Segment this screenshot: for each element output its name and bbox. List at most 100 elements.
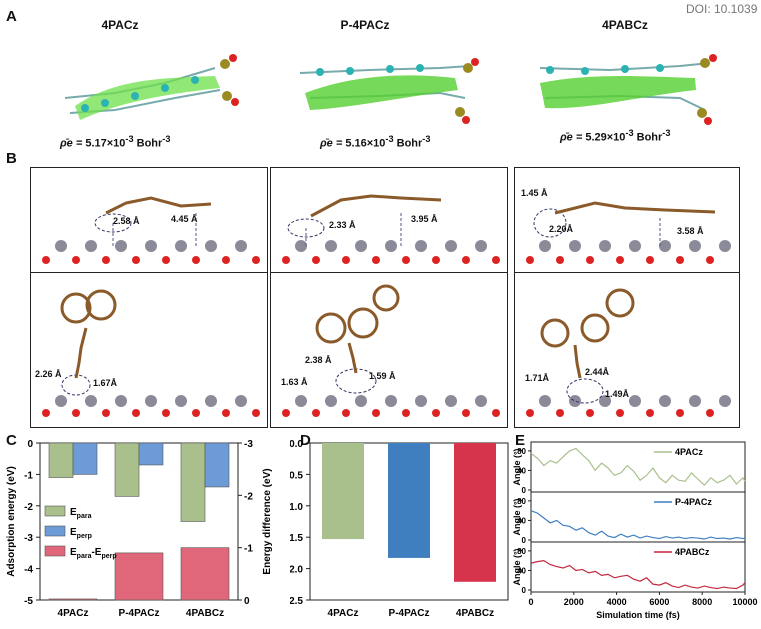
y-tick-label: -4 bbox=[24, 565, 33, 576]
bar-e-perp bbox=[204, 442, 230, 488]
surface-slab-6 bbox=[526, 288, 731, 417]
x-tick-label: 10000 bbox=[732, 597, 757, 607]
legend-swatch bbox=[44, 525, 66, 537]
x-tick-label: P-4PACz bbox=[119, 608, 160, 619]
y-tick-label: -0.5 bbox=[290, 470, 303, 481]
y-right-tick-label: -2 bbox=[244, 491, 253, 502]
y-tick-label: 0 bbox=[522, 536, 527, 545]
y-tick-label: 40 bbox=[517, 466, 526, 475]
plot-frame bbox=[530, 441, 746, 493]
bar bbox=[454, 443, 496, 582]
distance-label: 2.58 Å bbox=[113, 216, 140, 226]
molecule-structure-1 bbox=[64, 54, 239, 120]
surface-slab-5 bbox=[282, 284, 500, 417]
molecule-structure-3 bbox=[539, 54, 717, 125]
plot-frame bbox=[530, 541, 746, 593]
rho-value-1: ρ̄e = 5.17×10-3 Bohr-3 bbox=[60, 134, 171, 150]
bar-e-para bbox=[114, 442, 140, 497]
distance-label: 3.58 Å bbox=[677, 226, 704, 236]
molecule-structure-2 bbox=[299, 58, 479, 124]
y-axis-label: Angle (°) bbox=[512, 498, 522, 535]
y-tick-label: 80 bbox=[517, 447, 526, 456]
x-tick-label: 4PABCz bbox=[186, 608, 224, 619]
adsorption-top-view-2: 2.38 Å 1.63 Å 1.59 Å bbox=[270, 272, 508, 428]
distance-label: 1.45 Å bbox=[521, 188, 548, 198]
y-tick-label: 80 bbox=[517, 497, 526, 506]
x-tick-label: 4PACz bbox=[58, 608, 89, 619]
y-right-axis-label: Energy difference (eV) bbox=[262, 468, 273, 574]
y-tick-label: 40 bbox=[517, 566, 526, 575]
panel-label-b: B bbox=[6, 150, 17, 167]
bar-e-perp bbox=[138, 442, 164, 466]
molecule-title-3: 4PABCz bbox=[602, 18, 648, 32]
molecule-title-1: 4PACz bbox=[101, 18, 139, 32]
y-right-tick-label: -1 bbox=[244, 544, 253, 555]
legend-swatch bbox=[44, 505, 66, 517]
legend-label: 4PACz bbox=[675, 447, 703, 457]
x-tick-label: 4PABCz bbox=[456, 608, 494, 619]
y-tick-label: -1.5 bbox=[290, 533, 303, 544]
distance-label: 1.67Å bbox=[93, 378, 118, 388]
bar-e-diff bbox=[180, 547, 230, 601]
panel-label-a: A bbox=[6, 8, 17, 25]
panel-label-c: C bbox=[6, 432, 17, 449]
y-tick-label: -1.0 bbox=[290, 502, 303, 513]
distance-label: 2.38 Å bbox=[305, 355, 332, 365]
surface-slab-1 bbox=[42, 196, 260, 264]
y-axis-label: Angle (°) bbox=[512, 548, 522, 585]
adsorption-side-view-2: 2.33 Å 3.95 Å bbox=[270, 167, 508, 274]
distance-label: 1.49Å bbox=[605, 389, 630, 399]
bar-e-para bbox=[180, 442, 206, 522]
y-axis-label: Angle (°) bbox=[512, 448, 522, 485]
distance-label: 1.71Å bbox=[525, 373, 550, 383]
y-tick-label: -2 bbox=[24, 502, 33, 513]
chart-d: 0.0 -0.5 -1.0 -1.5 -2.0 -2.5 4PACz P-4PACz 4PABC… bbox=[290, 439, 509, 619]
chart-c: 0 -1 -2 -3 -4 -5 -3 -2 -1 0 4PACz P-4PACz 4PABCz Epar… bbox=[6, 439, 273, 619]
rho-value-2: ρ̄e = 5.16×10-3 Bohr-3 bbox=[320, 134, 431, 150]
series-line bbox=[530, 510, 746, 540]
distance-label: 2.33 Å bbox=[329, 220, 356, 230]
surface-slab-4 bbox=[42, 289, 260, 417]
distance-label: 3.95 Å bbox=[411, 214, 438, 224]
x-tick-label: 2000 bbox=[564, 597, 584, 607]
distance-label: 2.20Å bbox=[549, 224, 574, 234]
x-axis-label: Simulation time (fs) bbox=[596, 610, 680, 620]
adsorption-side-view-3: 1.45 Å 2.20Å 3.58 Å bbox=[514, 167, 740, 274]
surface-slab-3 bbox=[526, 201, 731, 264]
doi-text: DOI: 10.1039 bbox=[686, 2, 758, 16]
plot-frame bbox=[530, 491, 746, 543]
legend-label: 4PABCz bbox=[675, 547, 710, 557]
x-tick-label: 8000 bbox=[692, 597, 712, 607]
distance-label: 1.63 Å bbox=[281, 377, 308, 387]
distance-label: 2.26 Å bbox=[35, 369, 62, 379]
legend-swatch bbox=[44, 545, 66, 557]
distance-label: 1.59 Å bbox=[369, 371, 396, 381]
legend-label: Eperp bbox=[70, 527, 92, 540]
rho-value-3: ρ̄e = 5.29×10-3 Bohr-3 bbox=[560, 128, 671, 144]
bar-e-diff bbox=[48, 598, 98, 601]
y-tick-label: 0 bbox=[27, 439, 33, 450]
x-tick-label: P-4PACz bbox=[389, 608, 430, 619]
y-right-tick-label: 0 bbox=[244, 596, 250, 607]
surface-slab-2 bbox=[282, 194, 500, 264]
legend-label: Epara bbox=[70, 507, 92, 520]
y-tick-label: 0 bbox=[522, 486, 527, 495]
series-line bbox=[530, 447, 746, 486]
legend-label: P-4PACz bbox=[675, 497, 712, 507]
x-tick-label: 6000 bbox=[649, 597, 669, 607]
y-tick-label: -1 bbox=[24, 470, 33, 481]
adsorption-top-view-3: 2.44Å 1.71Å 1.49Å bbox=[514, 272, 740, 428]
y-right-tick-label: -3 bbox=[244, 439, 253, 450]
y-tick-label: 0 bbox=[522, 586, 527, 595]
y-tick-label: -3 bbox=[24, 533, 33, 544]
y-tick-label: 80 bbox=[517, 547, 526, 556]
adsorption-top-view-1: 2.26 Å 1.67Å bbox=[30, 272, 268, 428]
y-tick-label: -2.5 bbox=[290, 596, 303, 607]
y-axis-label: Adsorption energy (eV) bbox=[6, 466, 17, 577]
y-tick-label: -2.0 bbox=[290, 565, 303, 576]
y-tick-label: -5 bbox=[24, 596, 33, 607]
x-tick-label: 4PACz bbox=[328, 608, 359, 619]
bar bbox=[322, 443, 364, 540]
series-line bbox=[530, 560, 746, 590]
